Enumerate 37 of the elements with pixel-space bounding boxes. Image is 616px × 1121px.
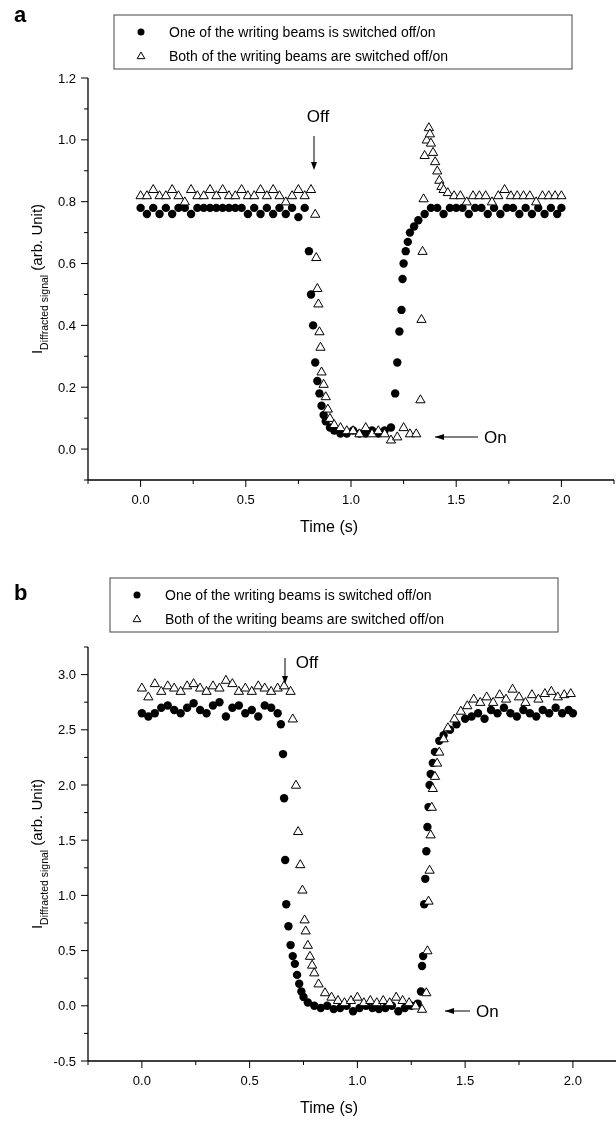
annotation: On <box>476 1002 499 1021</box>
y-tick-label: 1.0 <box>57 887 76 903</box>
x-tick-label: 0.5 <box>240 1073 259 1088</box>
legend-label: Both of the writing beams are switched off/on <box>165 611 445 627</box>
y-tick-label: 1.2 <box>57 70 76 86</box>
annotation: Off <box>306 107 330 126</box>
chart-title: b <box>14 580 28 605</box>
x-tick-label: 1.5 <box>447 492 466 507</box>
y-tick-label: 0.0 <box>57 441 76 457</box>
x-axis-title: Time (s) <box>299 1099 359 1116</box>
y-tick-label: 0.8 <box>57 194 76 210</box>
y-tick-label: -0.5 <box>53 1053 76 1069</box>
y-tick-label: 0.2 <box>57 379 76 395</box>
y-tick-label: 2.5 <box>57 722 76 738</box>
x-tick-label: 2.0 <box>552 492 571 507</box>
y-tick-label: 0.5 <box>57 943 76 959</box>
y-tick-label: 3.0 <box>57 667 76 683</box>
x-tick-label: 1.5 <box>456 1073 475 1088</box>
y-tick-label: 0.0 <box>57 998 76 1014</box>
chart-title: a <box>14 2 27 27</box>
x-tick-label: 1.0 <box>348 1073 367 1088</box>
y-tick-label: 2.0 <box>57 777 76 793</box>
legend-label: One of the writing beams is switched off/on <box>169 24 436 40</box>
x-tick-label: 1.0 <box>341 492 361 507</box>
x-tick-label: 0.0 <box>131 492 150 507</box>
y-tick-label: 0.6 <box>57 256 76 272</box>
x-tick-label: 0.5 <box>236 492 255 507</box>
x-tick-label: 2.0 <box>563 1073 582 1088</box>
x-tick-label: 0.0 <box>132 1073 151 1088</box>
y-tick-label: 0.4 <box>57 317 76 333</box>
legend-label: Both of the writing beams are switched off/on <box>169 48 449 64</box>
x-axis-title: Time (s) <box>299 518 359 535</box>
y-tick-label: 1.5 <box>57 832 76 848</box>
y-tick-label: 1.0 <box>57 132 76 148</box>
annotation: Off <box>295 653 319 672</box>
annotation: On <box>484 428 507 447</box>
legend-label: One of the writing beams is switched off/on <box>165 587 432 603</box>
